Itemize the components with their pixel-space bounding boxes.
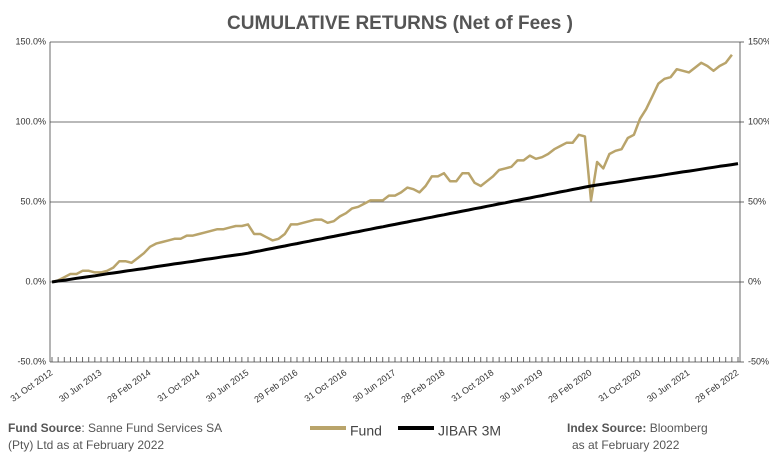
x-tick-label: 28 Feb 2022 bbox=[693, 367, 740, 404]
index-source-label: Index Source: bbox=[567, 421, 646, 435]
y-tick-label: -50.0% bbox=[17, 356, 46, 366]
fund-source-text: : Sanne Fund Services SA bbox=[81, 421, 222, 435]
x-tick-label: 31 Oct 2020 bbox=[597, 367, 643, 403]
x-tick-label: 30 Jun 2013 bbox=[57, 367, 103, 404]
x-tick-label: 28 Feb 2014 bbox=[105, 367, 152, 404]
x-tick-label: 30 Jun 2019 bbox=[498, 367, 544, 404]
legend-label: Fund bbox=[350, 423, 382, 439]
y2-tick-label: 100% bbox=[748, 116, 769, 126]
x-tick-label: 30 Jun 2017 bbox=[351, 367, 397, 404]
chart-title: CUMULATIVE RETURNS (Net of Fees ) bbox=[227, 13, 573, 34]
x-tick-label: 30 Jun 2021 bbox=[645, 367, 691, 404]
y2-tick-label: 150% bbox=[748, 36, 769, 46]
y2-tick-label: 0% bbox=[748, 276, 761, 286]
index-source-text: Bloomberg bbox=[646, 421, 707, 435]
x-tick-label: 31 Oct 2016 bbox=[303, 367, 349, 403]
x-tick-label: 29 Feb 2020 bbox=[546, 367, 593, 404]
fund-source-2: (Pty) Ltd as at February 2022 bbox=[8, 438, 164, 452]
series-line bbox=[51, 162, 739, 284]
x-tick-label: 30 Jun 2015 bbox=[204, 367, 250, 404]
x-tick-label: 29 Feb 2016 bbox=[252, 367, 299, 404]
index-source-2: as at February 2022 bbox=[572, 438, 680, 452]
x-tick-label: 28 Feb 2018 bbox=[399, 367, 446, 404]
index-source: Index Source: Bloomberg bbox=[567, 421, 708, 435]
legend-label: JIBAR 3M bbox=[438, 423, 501, 439]
x-tick-label: 31 Oct 2012 bbox=[9, 367, 55, 403]
y-tick-label: 100.0% bbox=[15, 116, 46, 126]
series-line bbox=[51, 54, 733, 284]
y-tick-label: 0.0% bbox=[25, 276, 46, 286]
y-tick-label: 50.0% bbox=[20, 196, 46, 206]
y2-tick-label: 50% bbox=[748, 196, 766, 206]
x-tick-label: 31 Oct 2014 bbox=[156, 367, 202, 403]
fund-source: Fund Source: Sanne Fund Services SA bbox=[8, 421, 222, 435]
fund-source-label: Fund Source bbox=[8, 421, 82, 435]
y-tick-label: 150.0% bbox=[15, 36, 46, 46]
x-tick-label: 31 Oct 2018 bbox=[450, 367, 496, 403]
y2-tick-label: -50% bbox=[748, 356, 769, 366]
